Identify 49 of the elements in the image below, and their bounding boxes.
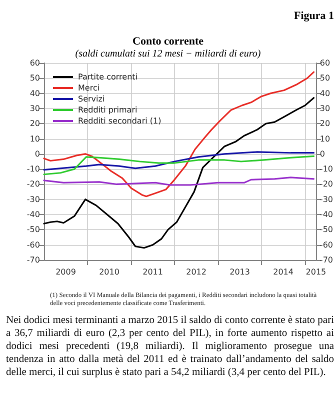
x-tick-label: 2014 — [273, 268, 294, 276]
y-tick-label: -20 — [26, 180, 40, 189]
legend-label: Redditi primari — [78, 106, 138, 114]
x-tick-label: 2009 — [56, 268, 76, 276]
y2-tick-label: -50 — [320, 225, 334, 234]
y-tick-label: 20 — [30, 119, 40, 128]
x-tick-label: 2013 — [230, 268, 250, 276]
y2-tick-label: -30 — [320, 194, 334, 204]
legend-label: Redditi secondari (1) — [78, 116, 162, 126]
y-tick-label: -30 — [26, 194, 40, 204]
y2-tick-label: 50 — [320, 74, 330, 83]
y2-tick-label: 30 — [320, 104, 330, 113]
y2-tick-label: 0 — [320, 149, 326, 158]
legend-label: Servizi — [78, 94, 105, 104]
y2-tick-label: 60 — [320, 58, 330, 68]
x-tick-label: 2010 — [99, 268, 120, 276]
y-tick-label: -70 — [26, 256, 40, 264]
legend-label: Partite correnti — [78, 72, 138, 82]
line-series — [43, 151, 315, 171]
x-tick-label: 2012 — [186, 268, 206, 276]
x-tick-label: 2015 — [306, 268, 326, 276]
line-series — [43, 155, 315, 176]
y2-tick-label: 10 — [320, 134, 330, 144]
y-tick-label: 0 — [34, 149, 40, 158]
text: Figura 1 — [294, 10, 334, 22]
legend-label: Merci — [78, 84, 100, 92]
line-series — [43, 71, 315, 198]
y-tick-label: -40 — [26, 210, 40, 220]
text: Nei dodici mesi terminanti a marzo 2015 il saldo di conto corrente è stato pari a 36,7 miliardi di euro (2,3 per cento del PIL), in forte aumento rispetto ai dodici mesi precedenti (19,8 miliardi). Il miglioramento prosegue una tendenza in atto dalla metà del 2011 ed è trainato dall’andamento del saldo delle merci, il cui surplus è stato pari a 54,2 miliardi (3,4 per cento del PIL). — [6, 314, 334, 379]
y-tick-label: 50 — [30, 74, 40, 83]
y2-tick-label: -60 — [320, 240, 334, 250]
y-tick-label: 30 — [30, 104, 40, 113]
chart-subtitle: (saldi cumulati sui 12 mesi − miliardi di euro) — [75, 48, 262, 60]
y-tick-label: -10 — [26, 164, 40, 174]
y2-tick-label: 40 — [320, 88, 330, 98]
y2-tick-label: -10 — [320, 164, 334, 174]
y-tick-label: -50 — [26, 225, 40, 234]
y-tick-label: 10 — [30, 134, 40, 144]
y2-tick-label: -70 — [320, 256, 334, 264]
y-tick-label: 40 — [30, 88, 40, 98]
line-series — [43, 176, 315, 186]
y2-tick-label: 20 — [320, 119, 330, 128]
chart-title: Conto corrente — [132, 36, 204, 48]
line-series — [43, 97, 315, 249]
x-tick-label: 2011 — [142, 268, 163, 276]
y-tick-label: 60 — [30, 58, 40, 68]
y2-tick-label: -20 — [320, 180, 334, 189]
y2-tick-label: -40 — [320, 210, 334, 220]
y-tick-label: -60 — [26, 240, 40, 250]
